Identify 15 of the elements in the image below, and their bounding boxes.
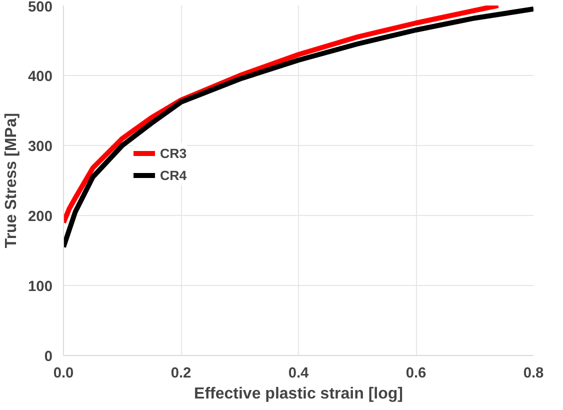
legend-label: CR3 [160, 146, 187, 160]
x-tick-label: 0.8 [523, 366, 544, 382]
x-tick-label: 0.2 [170, 366, 192, 382]
x-tick-label: 0.0 [53, 366, 74, 382]
y-axis-title: True Stress [MPa] [3, 112, 20, 248]
x-axis-title: Effective plastic strain [log] [194, 386, 403, 402]
y-tick-label: 500 [28, 0, 53, 16]
y-tick-label: 200 [28, 209, 53, 225]
y-tick-label: 300 [28, 139, 53, 155]
y-tick-label: 100 [28, 279, 53, 295]
x-tick-label: 0.4 [288, 366, 310, 382]
legend-label: CR4 [160, 168, 187, 182]
x-tick-label: 0.6 [406, 366, 426, 382]
y-tick-label: 0 [44, 349, 53, 365]
y-tick-label: 400 [28, 69, 53, 85]
